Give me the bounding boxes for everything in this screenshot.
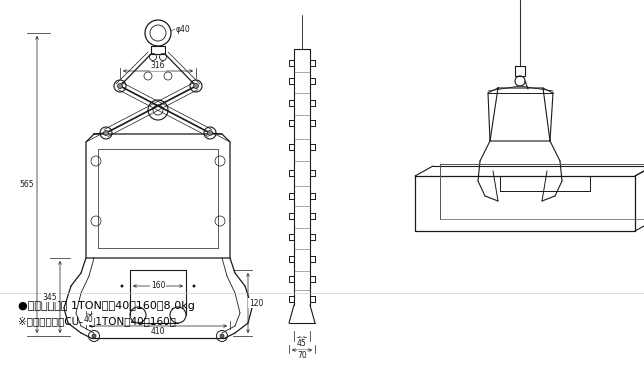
Text: φ40: φ40 [176, 24, 191, 33]
Circle shape [117, 83, 122, 89]
Circle shape [207, 131, 213, 135]
Circle shape [92, 334, 96, 338]
Circle shape [193, 83, 198, 89]
Text: 565: 565 [20, 180, 34, 189]
Text: ※呼び方（例）CU-P型1TON（40～160）: ※呼び方（例）CU-P型1TON（40～160） [18, 316, 176, 326]
Circle shape [120, 285, 124, 288]
Text: 120: 120 [249, 299, 263, 308]
Text: 410: 410 [151, 328, 166, 336]
Text: 345: 345 [43, 292, 57, 302]
Text: 160: 160 [151, 282, 166, 290]
Circle shape [104, 131, 108, 135]
Text: 316: 316 [151, 62, 166, 70]
Text: 70: 70 [297, 351, 307, 359]
Text: 45: 45 [297, 338, 307, 348]
Text: 40: 40 [84, 315, 93, 325]
Circle shape [220, 334, 224, 338]
Circle shape [193, 285, 196, 288]
Text: ●基本使用荷重 1TON／（40～160）8.0kg: ●基本使用荷重 1TON／（40～160）8.0kg [18, 301, 195, 311]
